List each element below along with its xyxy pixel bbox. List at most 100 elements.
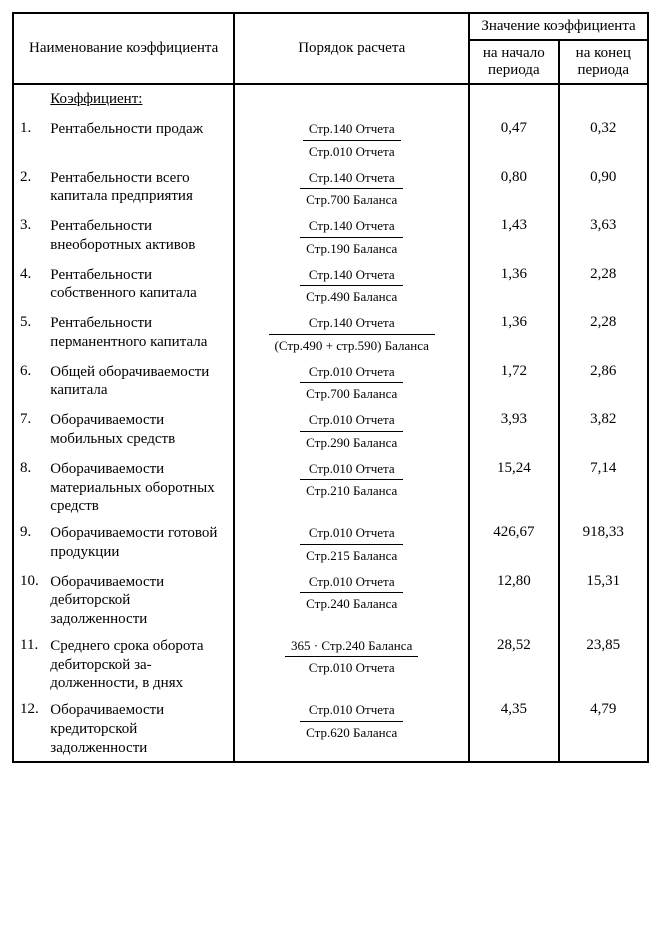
fraction-denominator: Стр.240 Баланса bbox=[300, 592, 403, 613]
row-value-end: 0,90 bbox=[559, 165, 648, 214]
row-value-end: 0,32 bbox=[559, 116, 648, 165]
fraction-numerator: Стр.010 Отчета bbox=[300, 363, 403, 383]
row-name: Оборачиваемости материальных оборотных с… bbox=[50, 460, 227, 516]
fraction-denominator: Стр.210 Баланса bbox=[300, 479, 403, 500]
row-name: Рентабельности перманентного капитала bbox=[50, 314, 227, 352]
row-name: Оборачиваемости мобильных средств bbox=[50, 411, 227, 449]
fraction: Стр.010 ОтчетаСтр.240 Баланса bbox=[300, 573, 403, 613]
fraction-numerator: Стр.010 Отчета bbox=[300, 573, 403, 593]
row-name: Оборачиваемости кредиторской задолженнос… bbox=[50, 701, 227, 757]
row-value-end: 918,33 bbox=[559, 520, 648, 569]
row-calc: Стр.010 ОтчетаСтр.700 Баланса bbox=[234, 359, 469, 408]
row-number: 7. bbox=[13, 407, 44, 456]
row-value-start: 12,80 bbox=[469, 569, 558, 633]
row-value-start: 1,43 bbox=[469, 213, 558, 262]
fraction-numerator: Стр.140 Отчета bbox=[300, 266, 403, 286]
table-row: 7.Оборачиваемости мобильных средств Стр.0… bbox=[13, 407, 648, 456]
header-name: Наименование коэффициента bbox=[13, 13, 234, 84]
table-row: 5.Рентабельности перманентного капитала С… bbox=[13, 310, 648, 359]
row-number: 3. bbox=[13, 213, 44, 262]
row-calc: Стр.140 ОтчетаСтр.010 Отчета bbox=[234, 116, 469, 165]
fraction: Стр.140 Отчета(Стр.490 + стр.590) Баланс… bbox=[269, 314, 435, 354]
row-calc: Стр.140 ОтчетаСтр.190 Баланса bbox=[234, 213, 469, 262]
fraction-denominator: Стр.490 Баланса bbox=[300, 285, 403, 306]
coefficients-table: Наименование коэффициента Порядок расчет… bbox=[12, 12, 649, 763]
row-name: Рентабельности внеоборотных активов bbox=[50, 217, 227, 255]
row-value-start: 1,36 bbox=[469, 262, 558, 311]
row-number: 5. bbox=[13, 310, 44, 359]
row-name-cell: Оборачиваемости мобильных средств bbox=[44, 407, 234, 456]
fraction-numerator: Стр.010 Отчета bbox=[300, 524, 403, 544]
row-name: Общей оборачиваемости капитала bbox=[50, 363, 227, 401]
fraction: Стр.140 ОтчетаСтр.700 Баланса bbox=[300, 169, 403, 209]
fraction: Стр.140 ОтчетаСтр.190 Баланса bbox=[300, 217, 403, 257]
row-value-start: 28,52 bbox=[469, 633, 558, 697]
fraction-numerator: Стр.140 Отчета bbox=[303, 120, 401, 140]
row-number: 9. bbox=[13, 520, 44, 569]
fraction: Стр.140 ОтчетаСтр.010 Отчета bbox=[303, 120, 401, 160]
fraction-denominator: Стр.620 Баланса bbox=[300, 721, 403, 742]
table-row: 12.Оборачиваемости кредиторской задолжен… bbox=[13, 697, 648, 762]
row-name-cell: Оборачиваемости материальных оборотных с… bbox=[44, 456, 234, 520]
row-value-start: 15,24 bbox=[469, 456, 558, 520]
row-calc: 365 · Стр.240 БалансаСтр.010 Отчета bbox=[234, 633, 469, 697]
row-name-cell: Рентабельности собственного капитала bbox=[44, 262, 234, 311]
fraction: Стр.010 ОтчетаСтр.620 Баланса bbox=[300, 701, 403, 741]
header-calc: Порядок расчета bbox=[234, 13, 469, 84]
fraction: Стр.010 ОтчетаСтр.290 Баланса bbox=[300, 411, 403, 451]
row-name-cell: Среднего срока обо­рота дебиторской за­д… bbox=[44, 633, 234, 697]
row-number: 4. bbox=[13, 262, 44, 311]
row-number: 8. bbox=[13, 456, 44, 520]
section-v2-cell bbox=[559, 84, 648, 116]
fraction-denominator: Стр.190 Баланса bbox=[300, 237, 403, 258]
row-number: 6. bbox=[13, 359, 44, 408]
row-name-cell: Оборачиваемости кредиторской задолженнос… bbox=[44, 697, 234, 762]
table-row: 1. Рентабельности продаж Стр.140 ОтчетаСтр… bbox=[13, 116, 648, 165]
fraction-denominator: (Стр.490 + стр.590) Баланса bbox=[269, 334, 435, 355]
row-value-end: 2,28 bbox=[559, 262, 648, 311]
row-value-start: 4,35 bbox=[469, 697, 558, 762]
section-num-cell bbox=[13, 84, 44, 116]
row-name-cell: Оборачиваемости готовой продукции bbox=[44, 520, 234, 569]
fraction: Стр.010 ОтчетаСтр.215 Баланса bbox=[300, 524, 403, 564]
fraction-numerator: Стр.010 Отчета bbox=[300, 460, 403, 480]
fraction-numerator: Стр.140 Отчета bbox=[269, 314, 435, 334]
row-number: 11. bbox=[13, 633, 44, 697]
table-row: 4.Рентабельности собственного капитала Ст… bbox=[13, 262, 648, 311]
table-row: 3.Рентабельности внеоборотных активов Стр… bbox=[13, 213, 648, 262]
fraction-denominator: Стр.290 Баланса bbox=[300, 431, 403, 452]
row-number: 12. bbox=[13, 697, 44, 762]
row-value-start: 426,67 bbox=[469, 520, 558, 569]
row-name-cell: Рентабельности внеоборотных активов bbox=[44, 213, 234, 262]
row-value-end: 3,63 bbox=[559, 213, 648, 262]
row-calc: Стр.010 ОтчетаСтр.620 Баланса bbox=[234, 697, 469, 762]
table-row: 6.Общей оборачиваемости капитала Стр.010 … bbox=[13, 359, 648, 408]
row-number: 2. bbox=[13, 165, 44, 214]
table-row: 9.Оборачиваемости готовой продукции Стр.0… bbox=[13, 520, 648, 569]
row-calc: Стр.010 ОтчетаСтр.240 Баланса bbox=[234, 569, 469, 633]
fraction: Стр.010 ОтчетаСтр.210 Баланса bbox=[300, 460, 403, 500]
fraction: Стр.010 ОтчетаСтр.700 Баланса bbox=[300, 363, 403, 403]
row-name: Рентабельности продаж bbox=[50, 120, 227, 139]
table-row: 10.Оборачиваемости дебиторской задолженн… bbox=[13, 569, 648, 633]
fraction-numerator: Стр.010 Отчета bbox=[300, 701, 403, 721]
row-name: Рентабельности всего капитала предприяти… bbox=[50, 169, 227, 207]
section-v1-cell bbox=[469, 84, 558, 116]
row-name-cell: Оборачиваемости дебиторской задолженност… bbox=[44, 569, 234, 633]
row-name: Оборачиваемости готовой продукции bbox=[50, 524, 227, 562]
row-number: 10. bbox=[13, 569, 44, 633]
row-name: Рентабельности собственного капитала bbox=[50, 266, 227, 304]
section-calc-cell bbox=[234, 84, 469, 116]
row-value-end: 7,14 bbox=[559, 456, 648, 520]
row-name-cell: Рентабельности продаж bbox=[44, 116, 234, 165]
fraction-denominator: Стр.010 Отчета bbox=[285, 656, 418, 677]
fraction-numerator: Стр.140 Отчета bbox=[300, 217, 403, 237]
header-value-end: на конец периода bbox=[559, 40, 648, 84]
row-value-end: 2,86 bbox=[559, 359, 648, 408]
row-value-end: 2,28 bbox=[559, 310, 648, 359]
row-number: 1. bbox=[13, 116, 44, 165]
header-value-start: на начало периода bbox=[469, 40, 558, 84]
table-row: 2.Рентабельности всего капитала предприя… bbox=[13, 165, 648, 214]
row-name-cell: Рентабельности всего капитала предприяти… bbox=[44, 165, 234, 214]
row-name: Среднего срока обо­рота дебиторской за­д… bbox=[50, 637, 227, 693]
